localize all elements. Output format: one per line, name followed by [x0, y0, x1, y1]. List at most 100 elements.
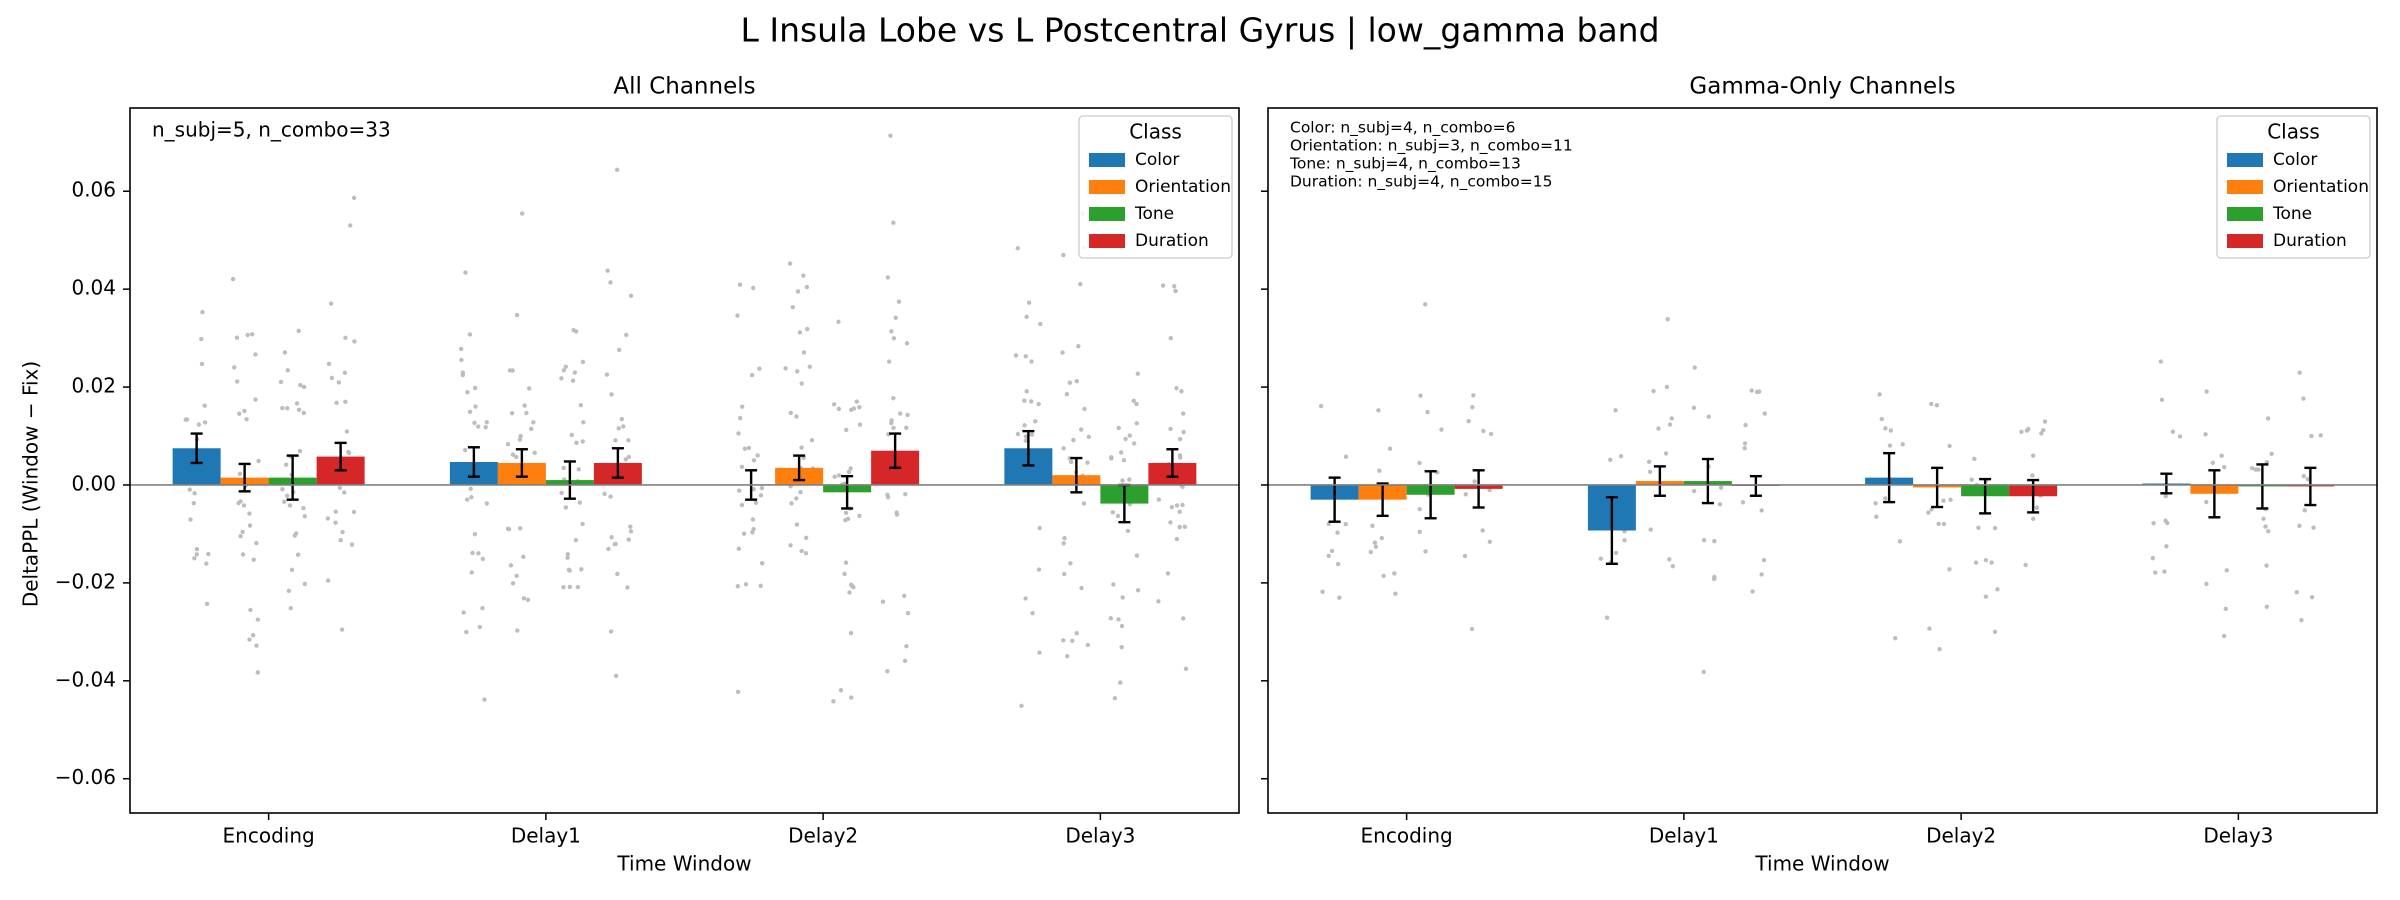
scatter-point	[1376, 408, 1381, 413]
scatter-point	[1667, 422, 1673, 427]
scatter-point	[1929, 507, 1934, 512]
scatter-point	[1024, 314, 1029, 320]
scatter-point	[247, 637, 252, 642]
scatter-point	[831, 699, 836, 704]
scatter-point	[1972, 456, 1977, 462]
scatter-point	[1174, 536, 1180, 542]
scatter-point	[2318, 433, 2323, 438]
scatter-point	[351, 195, 357, 201]
scatter-point	[234, 379, 240, 384]
scatter-point	[240, 529, 245, 535]
error-bar	[1605, 496, 1618, 566]
scatter-point	[848, 466, 853, 471]
scatter-point	[1015, 246, 1020, 251]
scatter-point	[885, 495, 891, 500]
scatter-point	[788, 410, 794, 416]
scatter-point	[849, 695, 854, 700]
scatter-point	[206, 551, 211, 557]
scatter-point	[1423, 302, 1428, 307]
scatter-point	[626, 454, 632, 460]
scatter-point	[565, 552, 571, 557]
scatter-point	[1074, 379, 1080, 384]
scatter-point	[250, 633, 256, 638]
scatter-point	[2150, 555, 2156, 561]
scatter-point	[295, 552, 301, 557]
scatter-point	[238, 534, 243, 539]
scatter-point	[1037, 525, 1042, 531]
scatter-point	[1036, 401, 1041, 407]
scatter-point	[202, 403, 207, 408]
scatter-point	[559, 490, 564, 496]
scatter-point	[2204, 389, 2209, 394]
scatter-point	[283, 462, 289, 467]
scatter-point	[613, 673, 619, 679]
x-tick-label: Encoding	[223, 824, 315, 848]
scatter-point	[1372, 540, 1378, 545]
error-bar	[1701, 457, 1714, 505]
scatter-point	[338, 538, 343, 543]
scatter-point	[1174, 386, 1179, 391]
scatter-point	[460, 372, 466, 378]
scatter-point	[2263, 524, 2268, 529]
scatter-point	[521, 554, 526, 559]
error-bar	[611, 447, 624, 479]
error-bar	[286, 454, 299, 501]
scatter-point	[1742, 446, 1747, 451]
y-tick-label: 0.02	[71, 374, 116, 398]
scatter-point	[2163, 493, 2168, 499]
scatter-point	[1108, 616, 1113, 621]
legend-swatch-duration	[2227, 234, 2263, 248]
scatter-point	[1068, 561, 1073, 566]
scatter-point	[1131, 441, 1137, 446]
scatter-point	[1118, 450, 1124, 455]
legend-label-orientation: Orientation	[2273, 177, 2369, 197]
scatter-point	[577, 500, 582, 505]
scatter-point	[527, 386, 532, 391]
scatter-point	[521, 596, 527, 601]
suptitle: L Insula Lobe vs L Postcentral Gyrus | l…	[740, 11, 1659, 50]
scatter-point	[1466, 419, 1471, 424]
scatter-point	[904, 425, 909, 430]
scatter-point	[803, 551, 809, 556]
y-tick-label: 0.04	[71, 276, 116, 300]
scatter-point	[1463, 492, 1468, 497]
legend-box	[1078, 115, 1233, 259]
scatter-point	[1343, 521, 1348, 527]
scatter-point	[580, 439, 585, 444]
scatter-point	[847, 590, 852, 595]
error-bar	[889, 432, 902, 470]
scatter-point	[1179, 389, 1184, 394]
scatter-point	[254, 643, 259, 648]
scatter-point	[1181, 616, 1186, 621]
scatter-point	[289, 567, 295, 573]
scatter-point	[604, 372, 610, 377]
error-bar	[2160, 472, 2173, 495]
scatter-point	[1936, 521, 1941, 526]
scatter-point	[755, 453, 760, 458]
scatter-point	[199, 361, 205, 367]
panel-gamma-only-channels: Gamma-Only Channels Encoding Delay1 Delay2 D…	[1261, 74, 2378, 876]
scatter-point	[2204, 581, 2209, 587]
annotation-text: Color: n_subj=4, n_combo=6	[1290, 119, 1516, 138]
scatter-point	[561, 465, 566, 471]
error-bar	[238, 462, 251, 493]
scatter-point	[1701, 537, 1707, 543]
scatter-point	[581, 420, 586, 425]
scatter-point	[1947, 443, 1952, 449]
scatter-point	[1598, 556, 1604, 561]
scatter-point	[743, 582, 749, 587]
scatter-point	[510, 452, 516, 457]
scatter-point	[1111, 582, 1116, 587]
scatter-point	[1969, 477, 1974, 482]
scatter-point	[2219, 453, 2224, 458]
scatter-point	[738, 415, 743, 421]
scatter-point	[1024, 389, 1029, 394]
scatter-point	[515, 628, 520, 633]
scatter-point	[339, 627, 345, 632]
scatter-point	[1168, 426, 1173, 432]
scatter-point	[234, 335, 240, 340]
scatter-point	[794, 496, 799, 501]
scatter-point	[1174, 503, 1180, 508]
scatter-point	[253, 397, 258, 402]
scatter-point	[561, 368, 567, 373]
